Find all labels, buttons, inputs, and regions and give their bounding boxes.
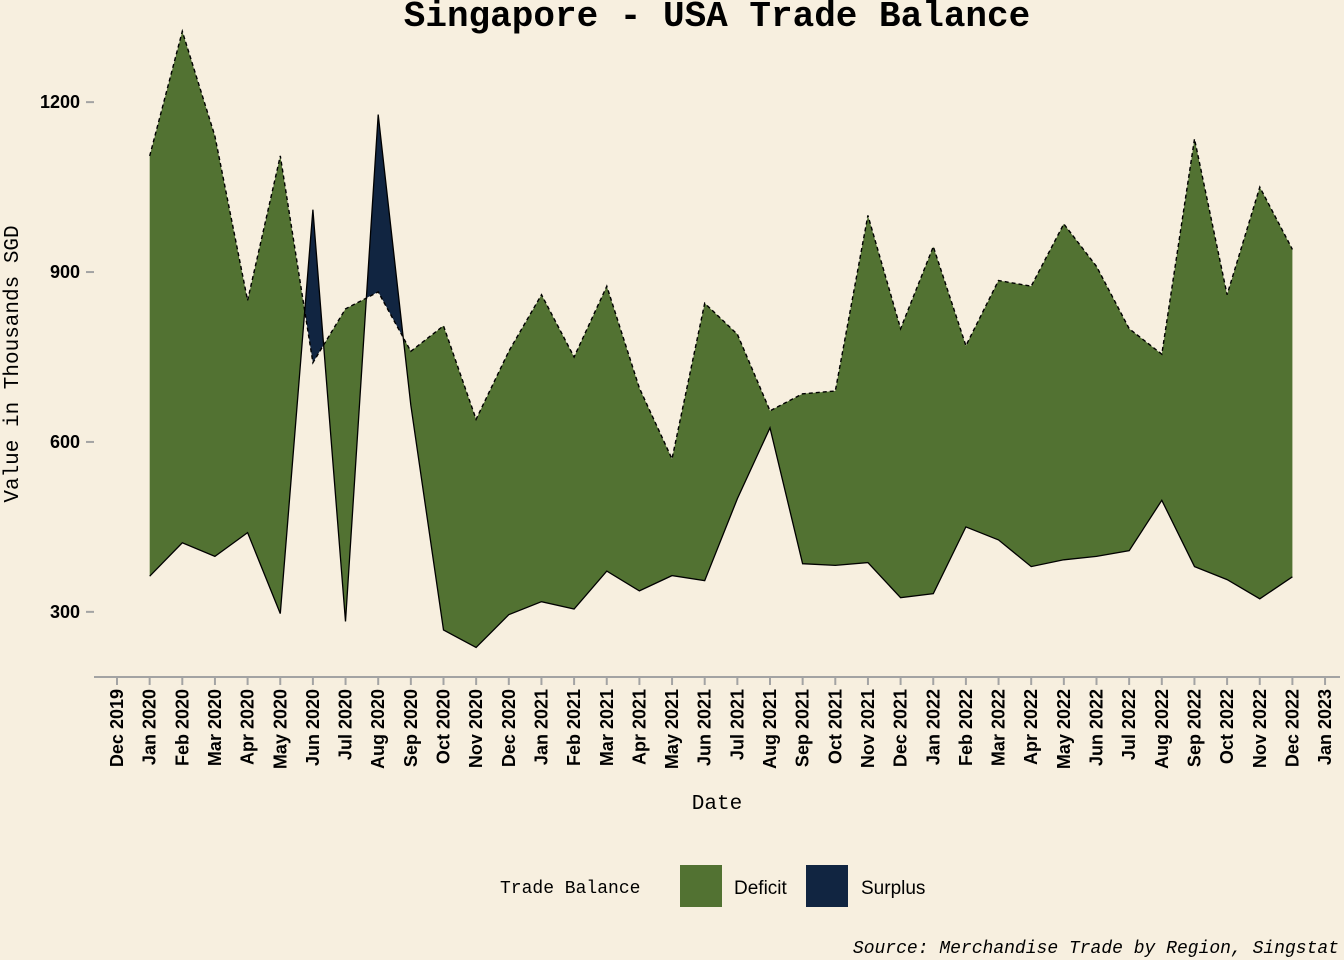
deficit-area-0 — [149, 31, 305, 614]
surplus-area-1 — [304, 209, 324, 363]
solid-series-line — [149, 114, 1293, 649]
legend-title: Trade Balance — [500, 879, 640, 899]
deficit-area-4 — [403, 138, 1293, 648]
x-tick-label: Sep 2020 — [401, 689, 421, 767]
x-tick-label: Jul 2020 — [336, 689, 356, 760]
x-tick-label: Feb 2021 — [564, 689, 584, 766]
deficit-area-2 — [323, 298, 367, 622]
chart-title: Singapore - USA Trade Balance — [404, 0, 1031, 37]
plot-lines — [149, 28, 1294, 649]
x-tick-label: Apr 2022 — [1021, 689, 1041, 765]
x-tick-label: Apr 2021 — [629, 689, 649, 765]
plot-areas — [149, 31, 1293, 648]
legend-swatch-surplus — [806, 865, 848, 907]
x-tick-label: Jun 2022 — [1087, 689, 1107, 766]
legend-swatch-deficit — [680, 865, 722, 907]
x-tick-label: Dec 2020 — [499, 689, 519, 767]
x-tick-label: Aug 2021 — [760, 689, 780, 769]
x-tick-label: Oct 2021 — [825, 689, 845, 764]
y-axis: 300 600 900 1200 — [40, 92, 94, 622]
surplus-area-3 — [366, 114, 404, 338]
x-tick-label: Oct 2022 — [1217, 689, 1237, 764]
x-tick-label: Jan 2021 — [532, 689, 552, 765]
x-tick-label: Dec 2022 — [1282, 689, 1302, 767]
chart-caption: Source: Merchandise Trade by Region, Sin… — [853, 939, 1339, 959]
x-tick-label: May 2021 — [662, 689, 682, 769]
y-tick-label: 300 — [50, 602, 80, 622]
x-tick-label: Mar 2021 — [597, 689, 617, 766]
x-tick-label: Nov 2020 — [466, 689, 486, 768]
x-tick-label: Aug 2022 — [1152, 689, 1172, 769]
x-tick-label: Jul 2021 — [727, 689, 747, 760]
x-tick-label: Jul 2022 — [1119, 689, 1139, 760]
x-tick-label: May 2020 — [270, 689, 290, 769]
legend-label-deficit: Deficit — [734, 878, 788, 899]
x-tick-label: Jan 2022 — [923, 689, 943, 765]
x-tick-label: Aug 2020 — [368, 689, 388, 769]
y-tick-label: 600 — [50, 432, 80, 452]
x-axis-title: Date — [692, 793, 742, 816]
x-tick-label: Nov 2021 — [858, 689, 878, 768]
x-axis: Dec 2019 Jan 2020 Feb 2020 Mar 2020 Apr 2020… — [94, 676, 1340, 769]
y-tick-label: 1200 — [40, 92, 80, 112]
x-tick-label: Dec 2021 — [891, 689, 911, 767]
x-tick-label: May 2022 — [1054, 689, 1074, 769]
y-tick-label: 900 — [50, 262, 80, 282]
x-tick-label: Feb 2020 — [172, 689, 192, 766]
y-axis-title: Value in Thousands SGD — [2, 225, 25, 502]
x-tick-label: Jan 2023 — [1315, 689, 1335, 765]
x-tick-label: Feb 2022 — [956, 689, 976, 766]
x-tick-label: Apr 2020 — [238, 689, 258, 765]
x-tick-label: Oct 2020 — [434, 689, 454, 764]
x-tick-label: Dec 2019 — [107, 689, 127, 767]
x-tick-label: Jun 2021 — [695, 689, 715, 766]
x-tick-label: Mar 2022 — [989, 689, 1009, 766]
legend-label-surplus: Surplus — [861, 878, 925, 899]
dashed-series-line — [149, 28, 1294, 462]
x-tick-label: Nov 2022 — [1250, 689, 1270, 768]
legend: Trade Balance Deficit Surplus — [500, 865, 925, 907]
x-tick-label: Jun 2020 — [303, 689, 323, 766]
x-tick-label: Mar 2020 — [205, 689, 225, 766]
x-tick-label: Sep 2022 — [1185, 689, 1205, 767]
x-tick-label: Jan 2020 — [140, 689, 160, 765]
x-tick-label: Sep 2021 — [793, 689, 813, 767]
